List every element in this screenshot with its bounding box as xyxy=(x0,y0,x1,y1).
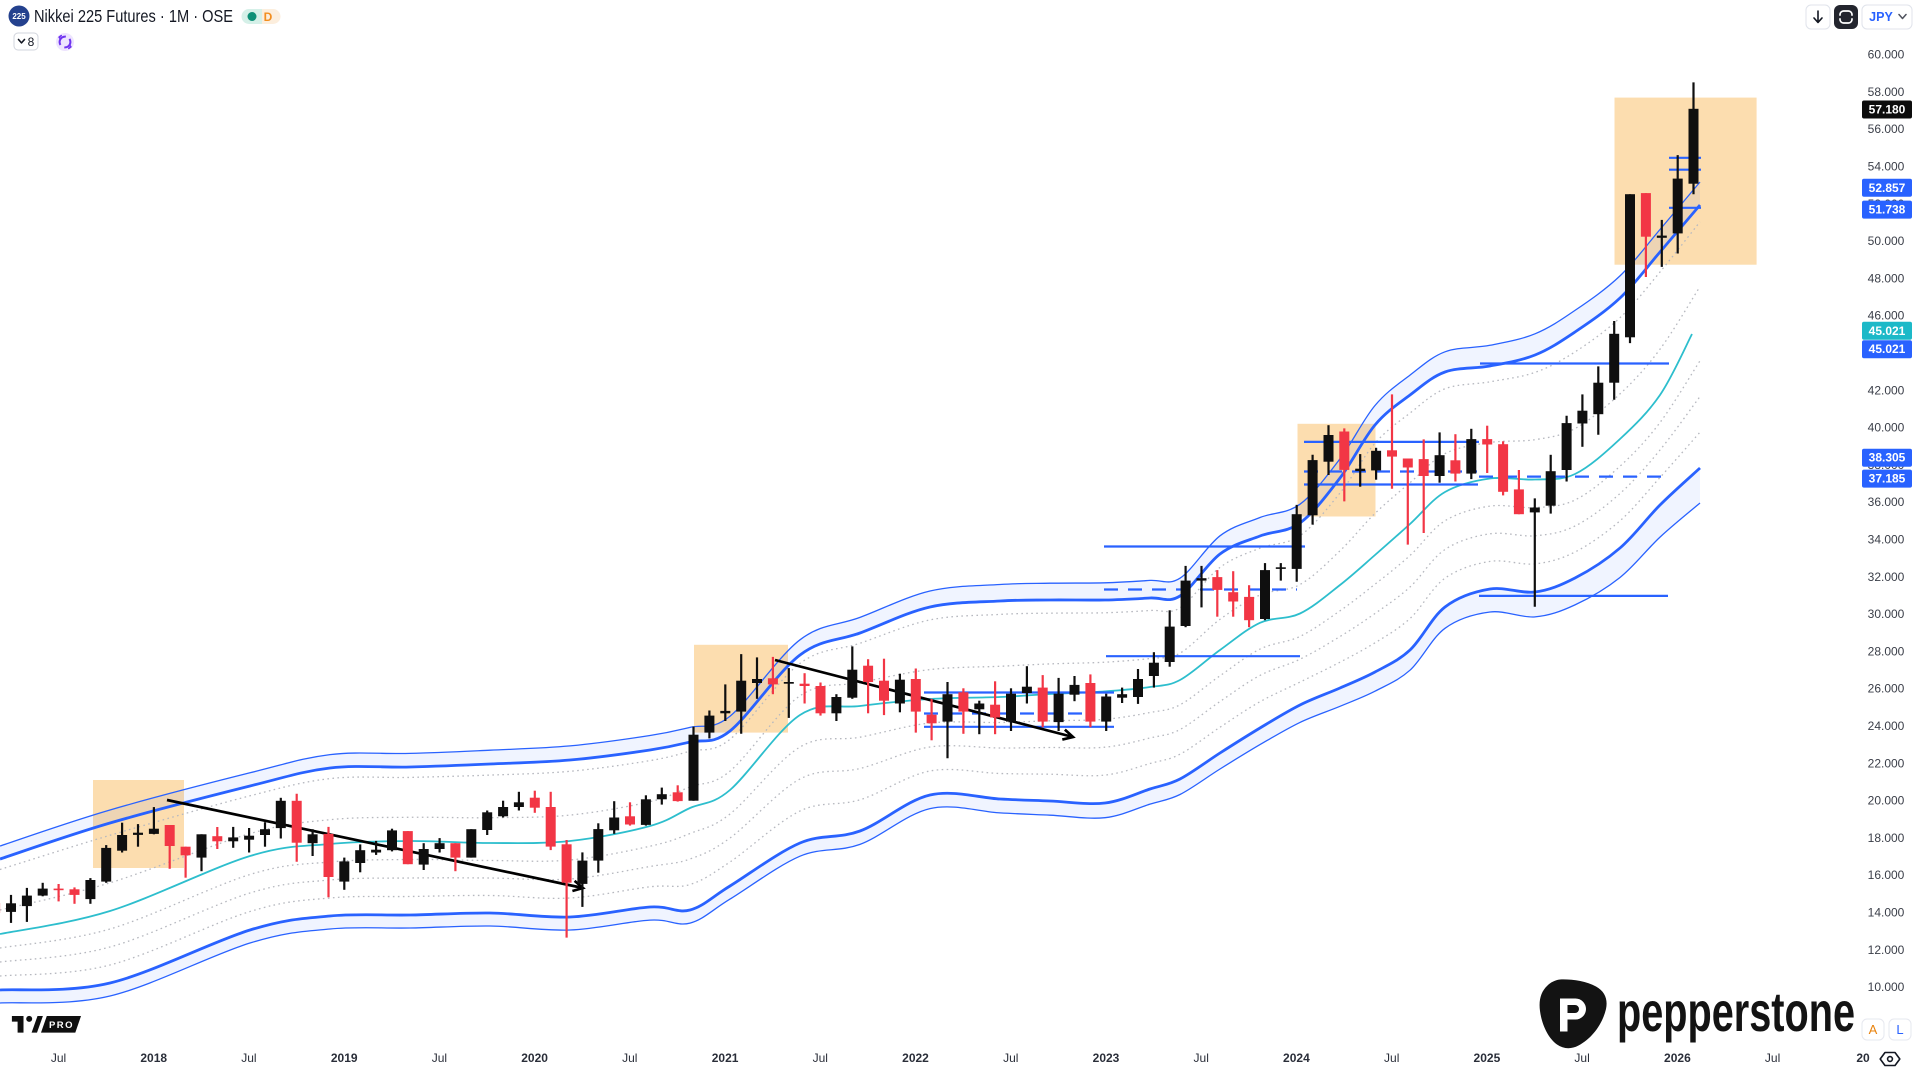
svg-text:Jul: Jul xyxy=(432,1051,447,1065)
svg-text:2019: 2019 xyxy=(331,1051,358,1065)
svg-text:38.305: 38.305 xyxy=(1869,451,1906,465)
svg-text:46.000: 46.000 xyxy=(1868,309,1905,323)
svg-text:2023: 2023 xyxy=(1093,1051,1120,1065)
svg-text:40.000: 40.000 xyxy=(1868,421,1905,435)
svg-text:20.000: 20.000 xyxy=(1868,794,1905,808)
svg-text:30.000: 30.000 xyxy=(1868,607,1905,621)
svg-text:32.000: 32.000 xyxy=(1868,570,1905,584)
svg-text:12.000: 12.000 xyxy=(1868,943,1905,957)
svg-text:24.000: 24.000 xyxy=(1868,719,1905,733)
svg-text:36.000: 36.000 xyxy=(1868,495,1905,509)
svg-text:45.021: 45.021 xyxy=(1869,324,1906,338)
svg-text:52.857: 52.857 xyxy=(1869,181,1906,195)
svg-text:Jul: Jul xyxy=(1574,1051,1589,1065)
svg-text:34.000: 34.000 xyxy=(1868,533,1905,547)
svg-text:60.000: 60.000 xyxy=(1868,48,1905,62)
svg-text:Jul: Jul xyxy=(1003,1051,1018,1065)
svg-text:2024: 2024 xyxy=(1283,1051,1310,1065)
svg-text:54.000: 54.000 xyxy=(1868,160,1905,174)
svg-text:A: A xyxy=(1869,1022,1878,1037)
svg-text:45.021: 45.021 xyxy=(1869,342,1906,356)
svg-text:18.000: 18.000 xyxy=(1868,831,1905,845)
svg-text:Jul: Jul xyxy=(241,1051,256,1065)
svg-text:pepperstone: pepperstone xyxy=(1617,980,1855,1043)
svg-text:Jul: Jul xyxy=(622,1051,637,1065)
svg-text:JPY: JPY xyxy=(1869,10,1893,24)
svg-text:20: 20 xyxy=(1856,1051,1870,1065)
svg-text:2021: 2021 xyxy=(712,1051,739,1065)
svg-text:26.000: 26.000 xyxy=(1868,682,1905,696)
svg-text:Jul: Jul xyxy=(813,1051,828,1065)
svg-text:2018: 2018 xyxy=(140,1051,167,1065)
svg-text:Jul: Jul xyxy=(1194,1051,1209,1065)
svg-text:2020: 2020 xyxy=(521,1051,548,1065)
svg-text:37.185: 37.185 xyxy=(1869,472,1906,486)
svg-text:L: L xyxy=(1896,1022,1903,1037)
svg-text:PRO: PRO xyxy=(49,1020,74,1031)
svg-text:Jul: Jul xyxy=(1765,1051,1780,1065)
svg-text:51.738: 51.738 xyxy=(1869,203,1906,217)
svg-text:57.180: 57.180 xyxy=(1869,103,1906,117)
svg-text:2025: 2025 xyxy=(1474,1051,1501,1065)
svg-text:Jul: Jul xyxy=(51,1051,66,1065)
svg-text:56.000: 56.000 xyxy=(1868,122,1905,136)
svg-text:D: D xyxy=(264,10,273,24)
svg-text:14.000: 14.000 xyxy=(1868,906,1905,920)
svg-text:16.000: 16.000 xyxy=(1868,868,1905,882)
svg-text:42.000: 42.000 xyxy=(1868,383,1905,397)
svg-text:2022: 2022 xyxy=(902,1051,929,1065)
svg-text:Jul: Jul xyxy=(1384,1051,1399,1065)
svg-text:2026: 2026 xyxy=(1664,1051,1691,1065)
svg-text:50.000: 50.000 xyxy=(1868,234,1905,248)
svg-text:58.000: 58.000 xyxy=(1868,85,1905,99)
svg-text:10.000: 10.000 xyxy=(1868,980,1905,994)
svg-text:22.000: 22.000 xyxy=(1868,756,1905,770)
svg-text:48.000: 48.000 xyxy=(1868,271,1905,285)
svg-text:225: 225 xyxy=(12,12,26,21)
svg-text:28.000: 28.000 xyxy=(1868,644,1905,658)
svg-text:8: 8 xyxy=(28,35,35,49)
svg-text:Nikkei 225 Futures · 1M · OSE: Nikkei 225 Futures · 1M · OSE xyxy=(34,6,233,26)
